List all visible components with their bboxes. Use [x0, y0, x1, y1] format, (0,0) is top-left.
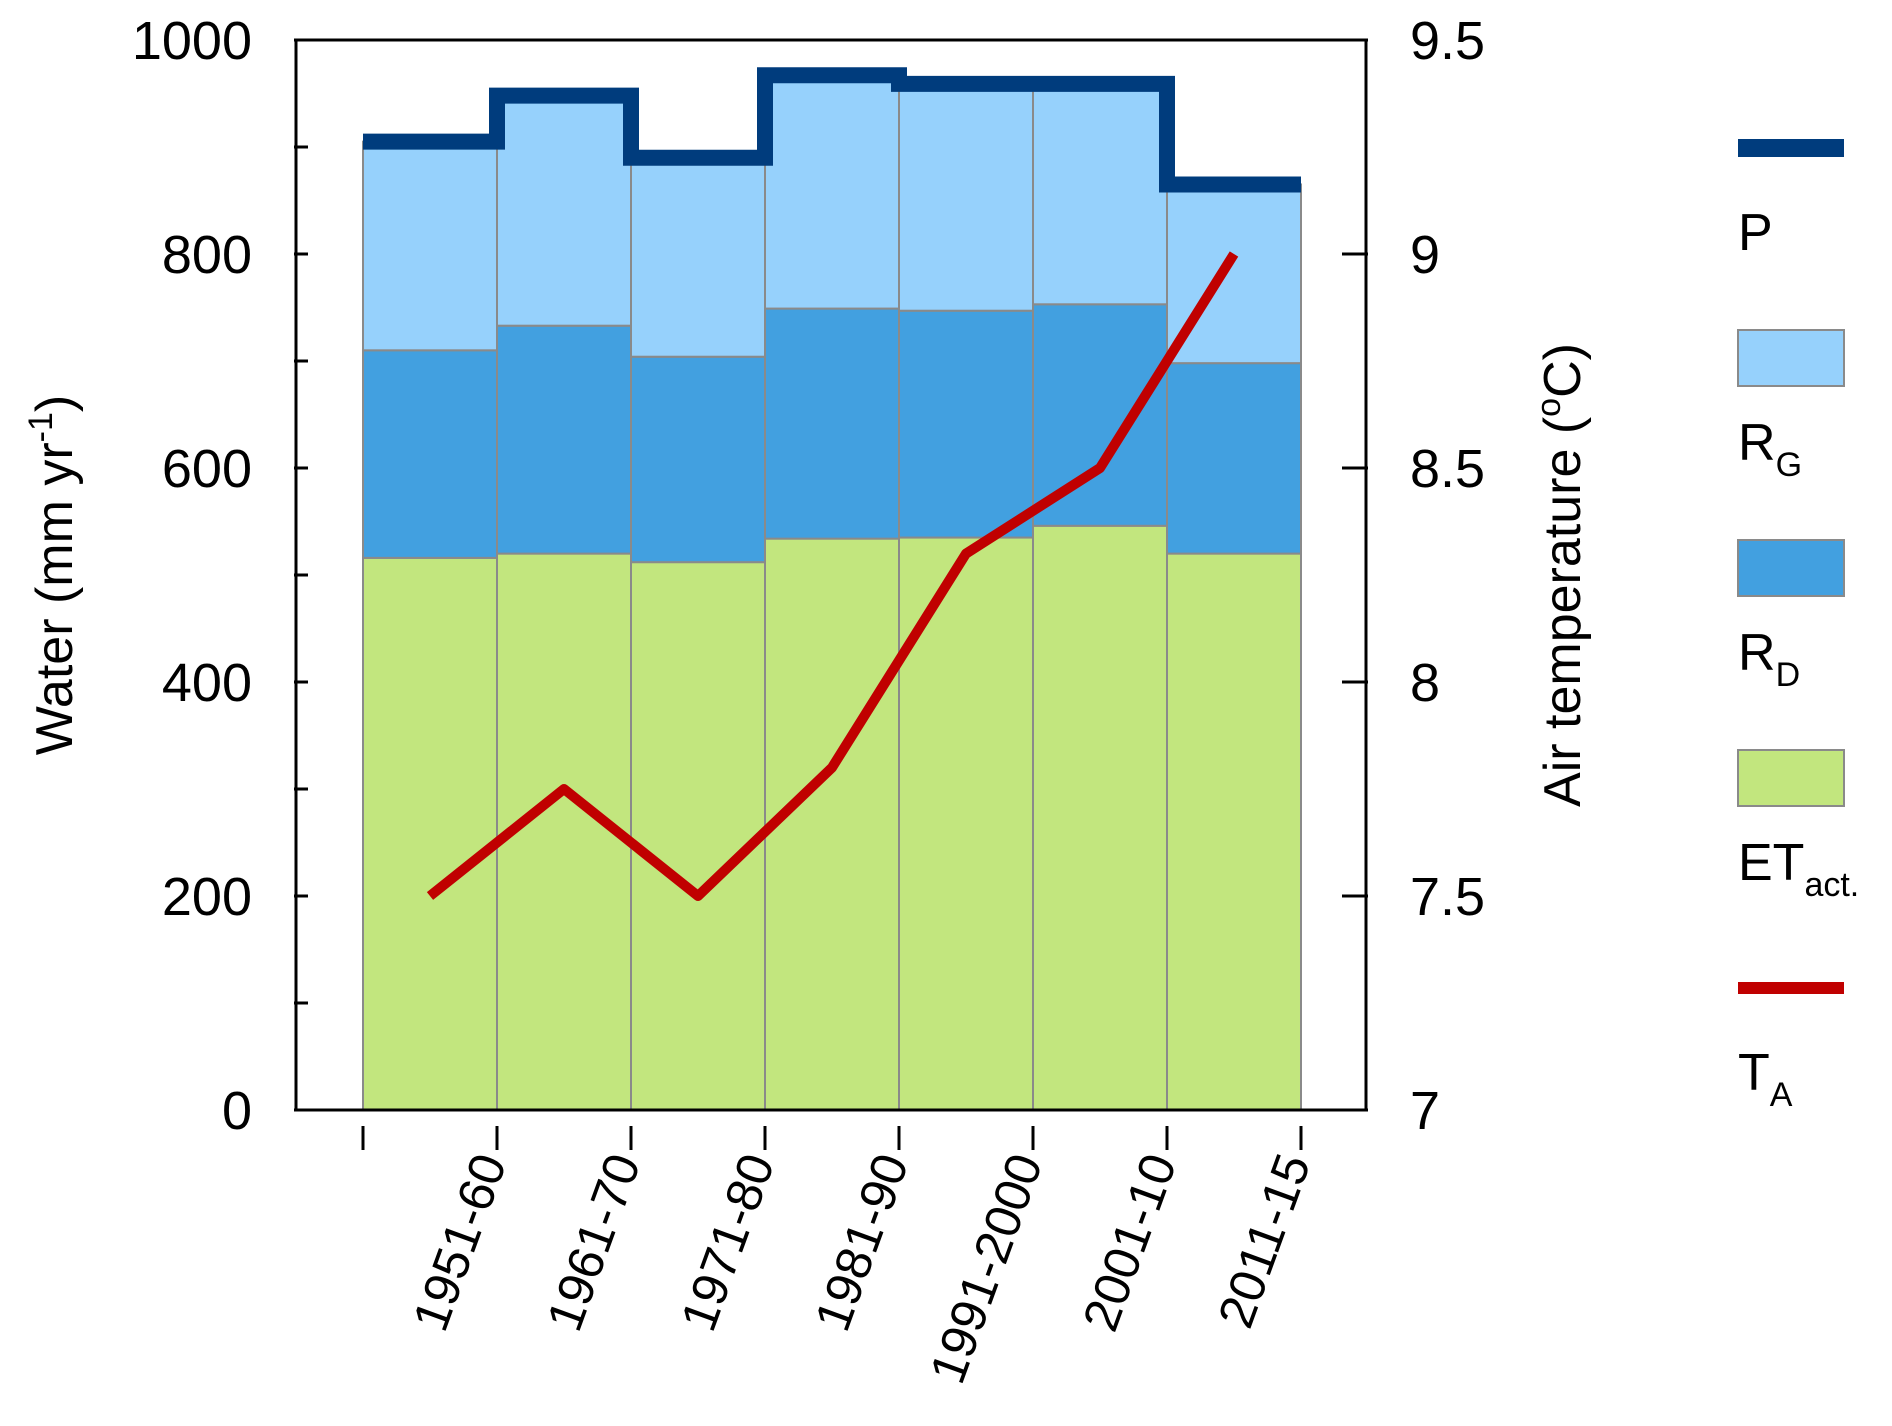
bar-rg-2001-10	[1032, 82, 1168, 306]
legend-swatch-rd	[1737, 539, 1845, 597]
bar-etact-1951-60	[362, 556, 498, 1111]
legend-label-ta: TA	[1738, 1044, 1793, 1114]
legend-label-rg: RG	[1738, 414, 1802, 484]
right-axis: 7 7.5 8 8.5 9 9.5 Air temperature (oC)	[1342, 11, 1592, 1141]
left-axis-title: Water (mm yr-1)	[22, 395, 84, 755]
x-tick-label-1971-80: 1971-80	[670, 1147, 785, 1339]
left-tick-label: 200	[162, 867, 252, 927]
bar-rd-1971-80	[630, 355, 766, 564]
legend-swatch-rg	[1737, 329, 1845, 387]
left-tick-label: 600	[162, 439, 252, 499]
legend-label-rd: RD	[1738, 624, 1800, 694]
legend: P RG RD ETact. TA	[1737, 139, 1859, 1114]
left-tick-label: 0	[222, 1081, 252, 1141]
x-tick-label-1961-70: 1961-70	[536, 1147, 651, 1339]
bar-etact-1971-80	[630, 561, 766, 1111]
left-tick-label: 800	[162, 225, 252, 285]
left-tick-label: 1000	[132, 11, 252, 71]
bar-rd-2011-15	[1166, 362, 1302, 555]
bar-etact-1961-70	[496, 552, 632, 1111]
left-tick-label: 400	[162, 653, 252, 713]
temperature-line-layer	[426, 251, 1239, 901]
right-tick-label: 7.5	[1410, 867, 1485, 927]
bar-rg-1981-90	[764, 74, 900, 310]
x-tick-label-2011-15: 2011-15	[1207, 1147, 1321, 1335]
bar-rd-1991-2000	[898, 309, 1034, 539]
x-tick-label-1991-2000: 1991-2000	[919, 1147, 1053, 1391]
bar-rg-1991-2000	[898, 82, 1034, 312]
bar-etact-2011-15	[1166, 552, 1302, 1111]
right-tick-label: 9	[1410, 225, 1440, 285]
right-tick-label: 9.5	[1410, 11, 1485, 71]
x-tick-label-1981-90: 1981-90	[804, 1147, 919, 1339]
bar-rd-1981-90	[764, 307, 900, 540]
right-tick-label: 8	[1410, 653, 1440, 713]
legend-label-p: P	[1738, 204, 1773, 262]
bar-etact-2001-10	[1032, 524, 1168, 1111]
right-tick-label: 7	[1410, 1081, 1440, 1141]
x-axis: 1951-60 1961-70 1971-80 1981-90 1991-2000 200…	[361, 1126, 1321, 1391]
bar-rg-1951-60	[362, 140, 498, 352]
series-line-ta	[426, 251, 1239, 901]
precipitation-step-layer	[363, 67, 1301, 193]
bar-rd-1951-60	[362, 349, 498, 559]
left-axis: 0 200 400 600 800 1000 Water (mm yr-1)	[22, 11, 308, 1141]
right-axis-title: Air temperature (oC)	[1530, 343, 1592, 807]
bar-rd-1961-70	[496, 324, 632, 555]
series-line-p	[363, 67, 1301, 193]
x-tick-label-2001-10: 2001-10	[1072, 1147, 1187, 1339]
right-tick-label: 8.5	[1410, 439, 1485, 499]
bar-rg-1961-70	[496, 94, 632, 327]
bar-etact-1981-90	[764, 537, 900, 1111]
bar-rg-1971-80	[630, 156, 766, 358]
bars-layer	[362, 74, 1302, 1111]
x-tick-label-1951-60: 1951-60	[402, 1147, 517, 1339]
legend-label-etact: ETact.	[1738, 834, 1859, 904]
legend-swatch-etact	[1737, 749, 1845, 807]
